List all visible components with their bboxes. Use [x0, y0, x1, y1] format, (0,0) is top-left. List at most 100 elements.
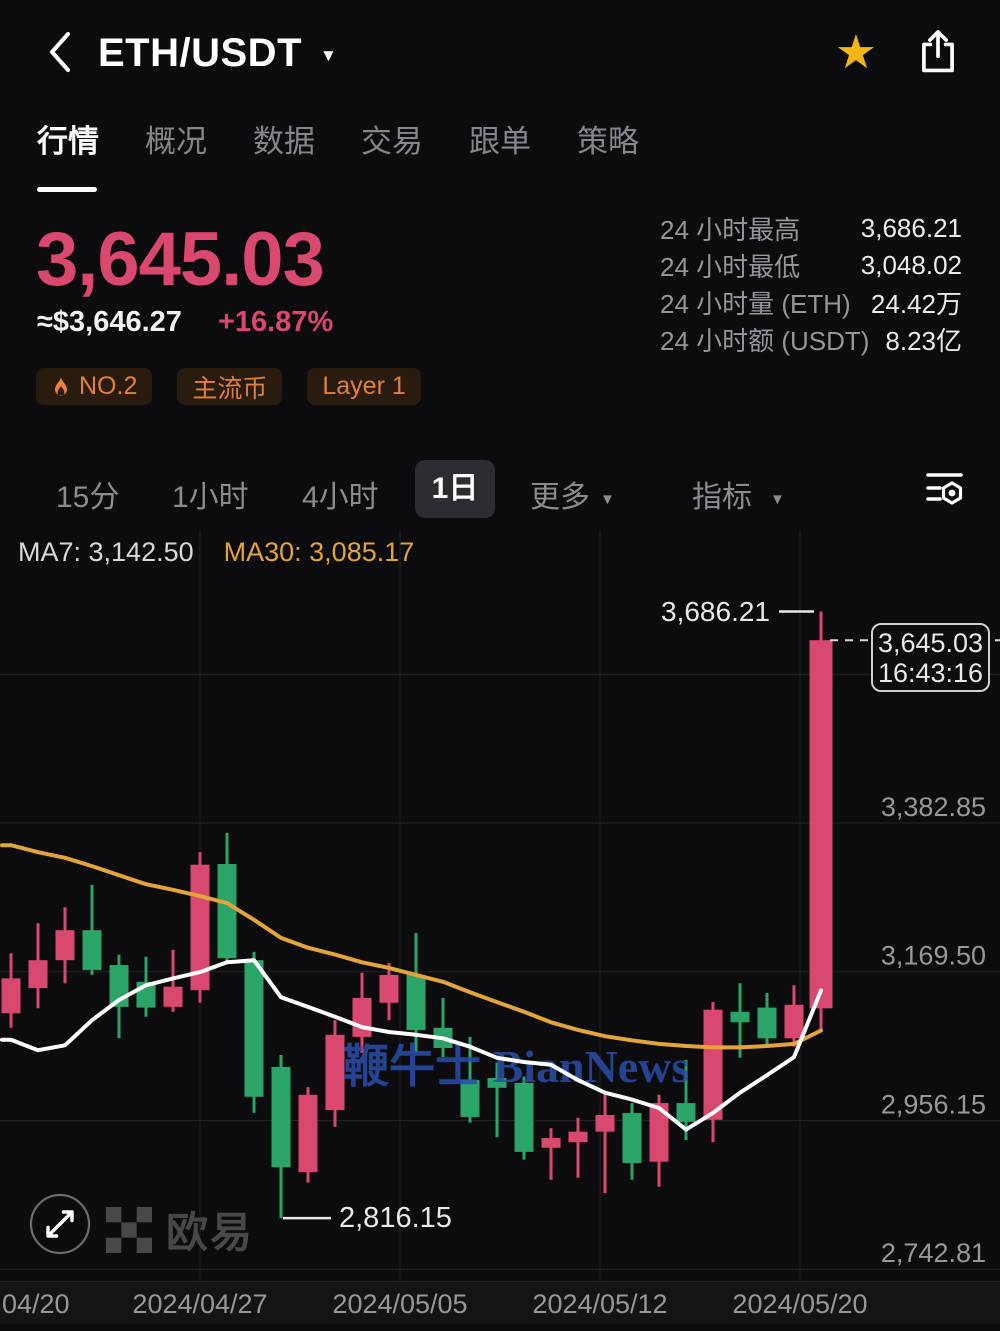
- timeframe-15分[interactable]: 15分: [56, 481, 120, 514]
- badge-2: 主流币: [177, 368, 283, 405]
- pair-selector[interactable]: ETH/USDT ▼: [98, 26, 337, 80]
- timeframe-toolbar: 15分 1小时 4小时 1日 更多 ▼ 指标 ▼: [0, 458, 1000, 522]
- badge-label: NO.2: [79, 372, 138, 400]
- stat-row-3: 24 小时量 (ETH) 24.42万: [660, 284, 962, 321]
- candle-body: [541, 1138, 561, 1148]
- price-change-percent: +16.87%: [217, 306, 334, 338]
- stat-row-1: 24 小时最高 3,686.21: [660, 210, 962, 247]
- ma7-line: [0, 958, 823, 1132]
- y-axis-label: 3,382.85: [881, 792, 986, 822]
- indicator-settings-icon[interactable]: [921, 466, 967, 512]
- timeframe-1日[interactable]: 1日: [415, 460, 495, 518]
- header: ETH/USDT ▼ ★: [0, 18, 1000, 88]
- indicator-label: 指标: [692, 481, 752, 514]
- share-icon[interactable]: [914, 26, 962, 78]
- candle-body: [568, 1131, 588, 1143]
- ma30-legend-label: MA30: 3,085.17: [223, 537, 415, 567]
- chevron-down-icon: ▼: [320, 46, 337, 65]
- candlestick-chart[interactable]: 3,382.85 3,169.50 2,956.15 2,742.81 鞭牛士 Bia…: [0, 530, 1000, 1281]
- stat-value: 3,686.21: [860, 213, 962, 243]
- more-timeframes-button[interactable]: 更多 ▼: [530, 472, 615, 516]
- ma-legend: MA7: 3,142.50 MA30: 3,085.17: [18, 537, 414, 568]
- tab-概况[interactable]: 概况: [145, 124, 207, 159]
- token-badges: NO.2 主流币 Layer 1: [36, 368, 421, 405]
- tab-策略[interactable]: 策略: [577, 124, 639, 159]
- more-label: 更多: [530, 481, 590, 514]
- moving-averages-layer: [0, 843, 823, 1132]
- candle-body: [649, 1103, 669, 1162]
- stat-label: 24 小时最高: [660, 215, 801, 245]
- top-tab-bar: 行情 概况 数据 交易 跟单 策略: [37, 112, 639, 192]
- badge-label: 主流币: [192, 374, 268, 403]
- candle-body: [379, 974, 399, 1003]
- tab-数据[interactable]: 数据: [253, 124, 315, 159]
- candle-body: [1, 978, 21, 1014]
- back-icon[interactable]: [44, 28, 78, 76]
- candle-body: [217, 864, 237, 959]
- candle-body: [82, 930, 102, 970]
- candle-body: [163, 986, 183, 1007]
- okx-logo-text: 欧易: [166, 1209, 255, 1256]
- candle-body: [406, 974, 426, 1030]
- candle-body: [622, 1112, 642, 1164]
- x-axis-label: 2024/05/12: [532, 1289, 668, 1319]
- tab-跟单[interactable]: 跟单: [469, 124, 531, 159]
- stat-label: 24 小时量 (ETH): [660, 289, 851, 319]
- candle-body: [514, 1082, 534, 1152]
- badge-label: Layer 1: [322, 372, 406, 400]
- indicator-button[interactable]: 指标 ▼: [692, 472, 785, 516]
- candle-body: [55, 930, 75, 961]
- stats-24h: 24 小时最高 3,686.21 24 小时最低 3,048.02 24 小时量 (ET…: [660, 210, 962, 358]
- x-axis: 04/20 2024/04/27 2024/05/05 2024/05/12 2024/…: [0, 1281, 1000, 1324]
- price-sub-row: ≈$3,646.27 +16.87%: [37, 306, 333, 339]
- timeframe-1小时[interactable]: 1小时: [172, 481, 249, 514]
- flame-icon: [55, 375, 67, 396]
- chart-grid: 3,382.85 3,169.50 2,956.15 2,742.81: [0, 530, 1000, 1281]
- stat-value: 3,048.02: [860, 250, 962, 280]
- stat-label: 24 小时最低: [660, 252, 801, 282]
- low-price-annotation: 2,816.15: [339, 1202, 452, 1234]
- timeframe-4小时[interactable]: 4小时: [302, 481, 379, 514]
- candle-body: [595, 1115, 615, 1132]
- y-axis-label: 2,742.81: [881, 1238, 986, 1268]
- x-axis-label: 2024/04/27: [132, 1289, 268, 1319]
- okx-logo-icon: [106, 1206, 152, 1253]
- candle-body: [757, 1007, 777, 1039]
- last-price: 3,645.03: [36, 217, 325, 302]
- caret-down-icon: ▼: [770, 491, 785, 508]
- candle-body: [809, 640, 833, 1009]
- y-axis-label: 3,169.50: [881, 941, 986, 971]
- ma7-legend-label: MA7: 3,142.50: [18, 537, 194, 567]
- x-axis-label: 04/20: [2, 1289, 70, 1319]
- current-price-tag-price: 3,645.03: [877, 628, 984, 658]
- candle-body: [703, 1009, 723, 1120]
- pair-title: ETH/USDT: [98, 30, 302, 75]
- candles-layer: [1, 611, 833, 1219]
- favorite-star-icon[interactable]: ★: [834, 25, 878, 78]
- candle-body: [298, 1094, 318, 1173]
- badge-3: Layer 1: [307, 368, 421, 405]
- candle-body: [28, 960, 48, 989]
- stat-row-2: 24 小时最低 3,048.02: [660, 247, 962, 284]
- tab-交易[interactable]: 交易: [361, 124, 423, 159]
- candle-body: [487, 1078, 507, 1088]
- x-axis-label: 2024/05/05: [332, 1289, 468, 1319]
- stat-value: 24.42万: [870, 289, 962, 319]
- watermark-text: 鞭牛士 BianNews: [343, 1041, 689, 1092]
- ma30-line: [0, 843, 823, 1050]
- current-price-tag: 3,645.03 16:43:16: [871, 623, 990, 692]
- stat-label: 24 小时额 (USDT): [660, 326, 870, 356]
- caret-down-icon: ▼: [600, 491, 615, 508]
- candle-body: [352, 997, 372, 1037]
- candle-body: [271, 1066, 291, 1168]
- tab-行情[interactable]: 行情: [37, 112, 99, 192]
- candle-body: [676, 1103, 696, 1122]
- fiat-approx-price: ≈$3,646.27: [37, 306, 182, 338]
- candle-body: [730, 1011, 750, 1023]
- expand-icon[interactable]: [28, 1192, 92, 1256]
- okx-logo: 欧易: [106, 1199, 254, 1260]
- current-price-tag-time: 16:43:16: [877, 658, 984, 688]
- y-axis-label: 2,956.15: [881, 1090, 986, 1120]
- stat-value: 8.23亿: [885, 326, 962, 356]
